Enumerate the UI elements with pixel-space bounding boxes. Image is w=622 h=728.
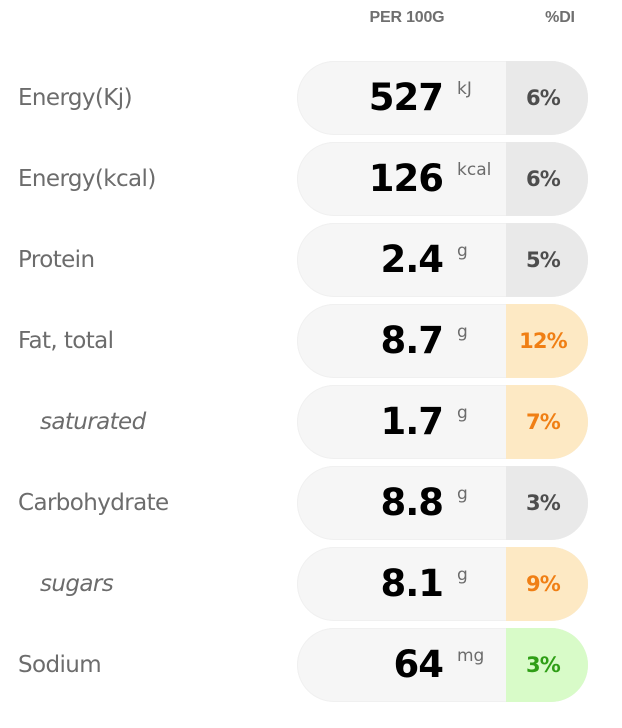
nutrient-label: Fat, total (18, 328, 114, 354)
nutrient-row-fat-total: Fat, total 8.7 g 12% (0, 304, 622, 378)
nutrient-label: sugars (40, 571, 114, 597)
nutrient-label: Energy(Kj) (18, 85, 133, 111)
nutrient-row-saturated: saturated 1.7 g 7% (0, 385, 622, 459)
nutrient-label: Carbohydrate (18, 490, 169, 516)
nutrient-row-sodium: Sodium 64 mg 3% (0, 628, 622, 702)
nutrient-label: Sodium (18, 652, 102, 678)
nutrient-value-pill: 64 mg 3% (297, 628, 588, 702)
nutrient-value: 64 (393, 643, 444, 686)
nutrient-value: 527 (368, 76, 444, 119)
nutrient-value-pill: 527 kJ 6% (297, 61, 588, 135)
daily-intake-percent: 7% (506, 385, 588, 459)
nutrient-value: 2.4 (380, 238, 444, 281)
nutrient-row-energy-kcal: Energy(kcal) 126 kcal 6% (0, 142, 622, 216)
nutrient-unit: g (457, 565, 468, 585)
nutrient-value-pill: 8.1 g 9% (297, 547, 588, 621)
nutrient-unit: mg (457, 646, 485, 666)
per-100g-header: PER 100G (369, 9, 445, 26)
nutrient-unit: kJ (457, 79, 472, 99)
nutrient-row-sugars: sugars 8.1 g 9% (0, 547, 622, 621)
nutrient-value: 8.7 (380, 319, 444, 362)
nutrient-unit: g (457, 322, 468, 342)
nutrient-value: 1.7 (380, 400, 444, 443)
nutrient-label: Protein (18, 247, 95, 273)
nutrient-value: 8.1 (380, 562, 444, 605)
nutrient-unit: g (457, 484, 468, 504)
nutrient-value-pill: 8.7 g 12% (297, 304, 588, 378)
nutrient-label: saturated (40, 409, 146, 435)
nutrient-value-pill: 8.8 g 3% (297, 466, 588, 540)
daily-intake-percent: 5% (506, 223, 588, 297)
daily-intake-percent: 9% (506, 547, 588, 621)
daily-intake-percent: 3% (506, 466, 588, 540)
nutrient-value-pill: 1.7 g 7% (297, 385, 588, 459)
nutrient-label: Energy(kcal) (18, 166, 156, 192)
daily-intake-percent: 6% (506, 142, 588, 216)
nutrient-row-protein: Protein 2.4 g 5% (0, 223, 622, 297)
table-header: PER 100G %DI (0, 9, 622, 31)
nutrient-value-pill: 126 kcal 6% (297, 142, 588, 216)
nutrient-value: 8.8 (380, 481, 444, 524)
nutrient-row-carbohydrate: Carbohydrate 8.8 g 3% (0, 466, 622, 540)
nutrient-unit: g (457, 403, 468, 423)
nutrient-value-pill: 2.4 g 5% (297, 223, 588, 297)
daily-intake-percent: 12% (506, 304, 588, 378)
daily-intake-percent: 6% (506, 61, 588, 135)
daily-intake-percent: 3% (506, 628, 588, 702)
nutrient-value: 126 (368, 157, 444, 200)
nutrient-row-energy-kj: Energy(Kj) 527 kJ 6% (0, 61, 622, 135)
nutrient-unit: g (457, 241, 468, 261)
nutrient-unit: kcal (457, 160, 492, 180)
percent-di-header: %DI (545, 9, 575, 26)
